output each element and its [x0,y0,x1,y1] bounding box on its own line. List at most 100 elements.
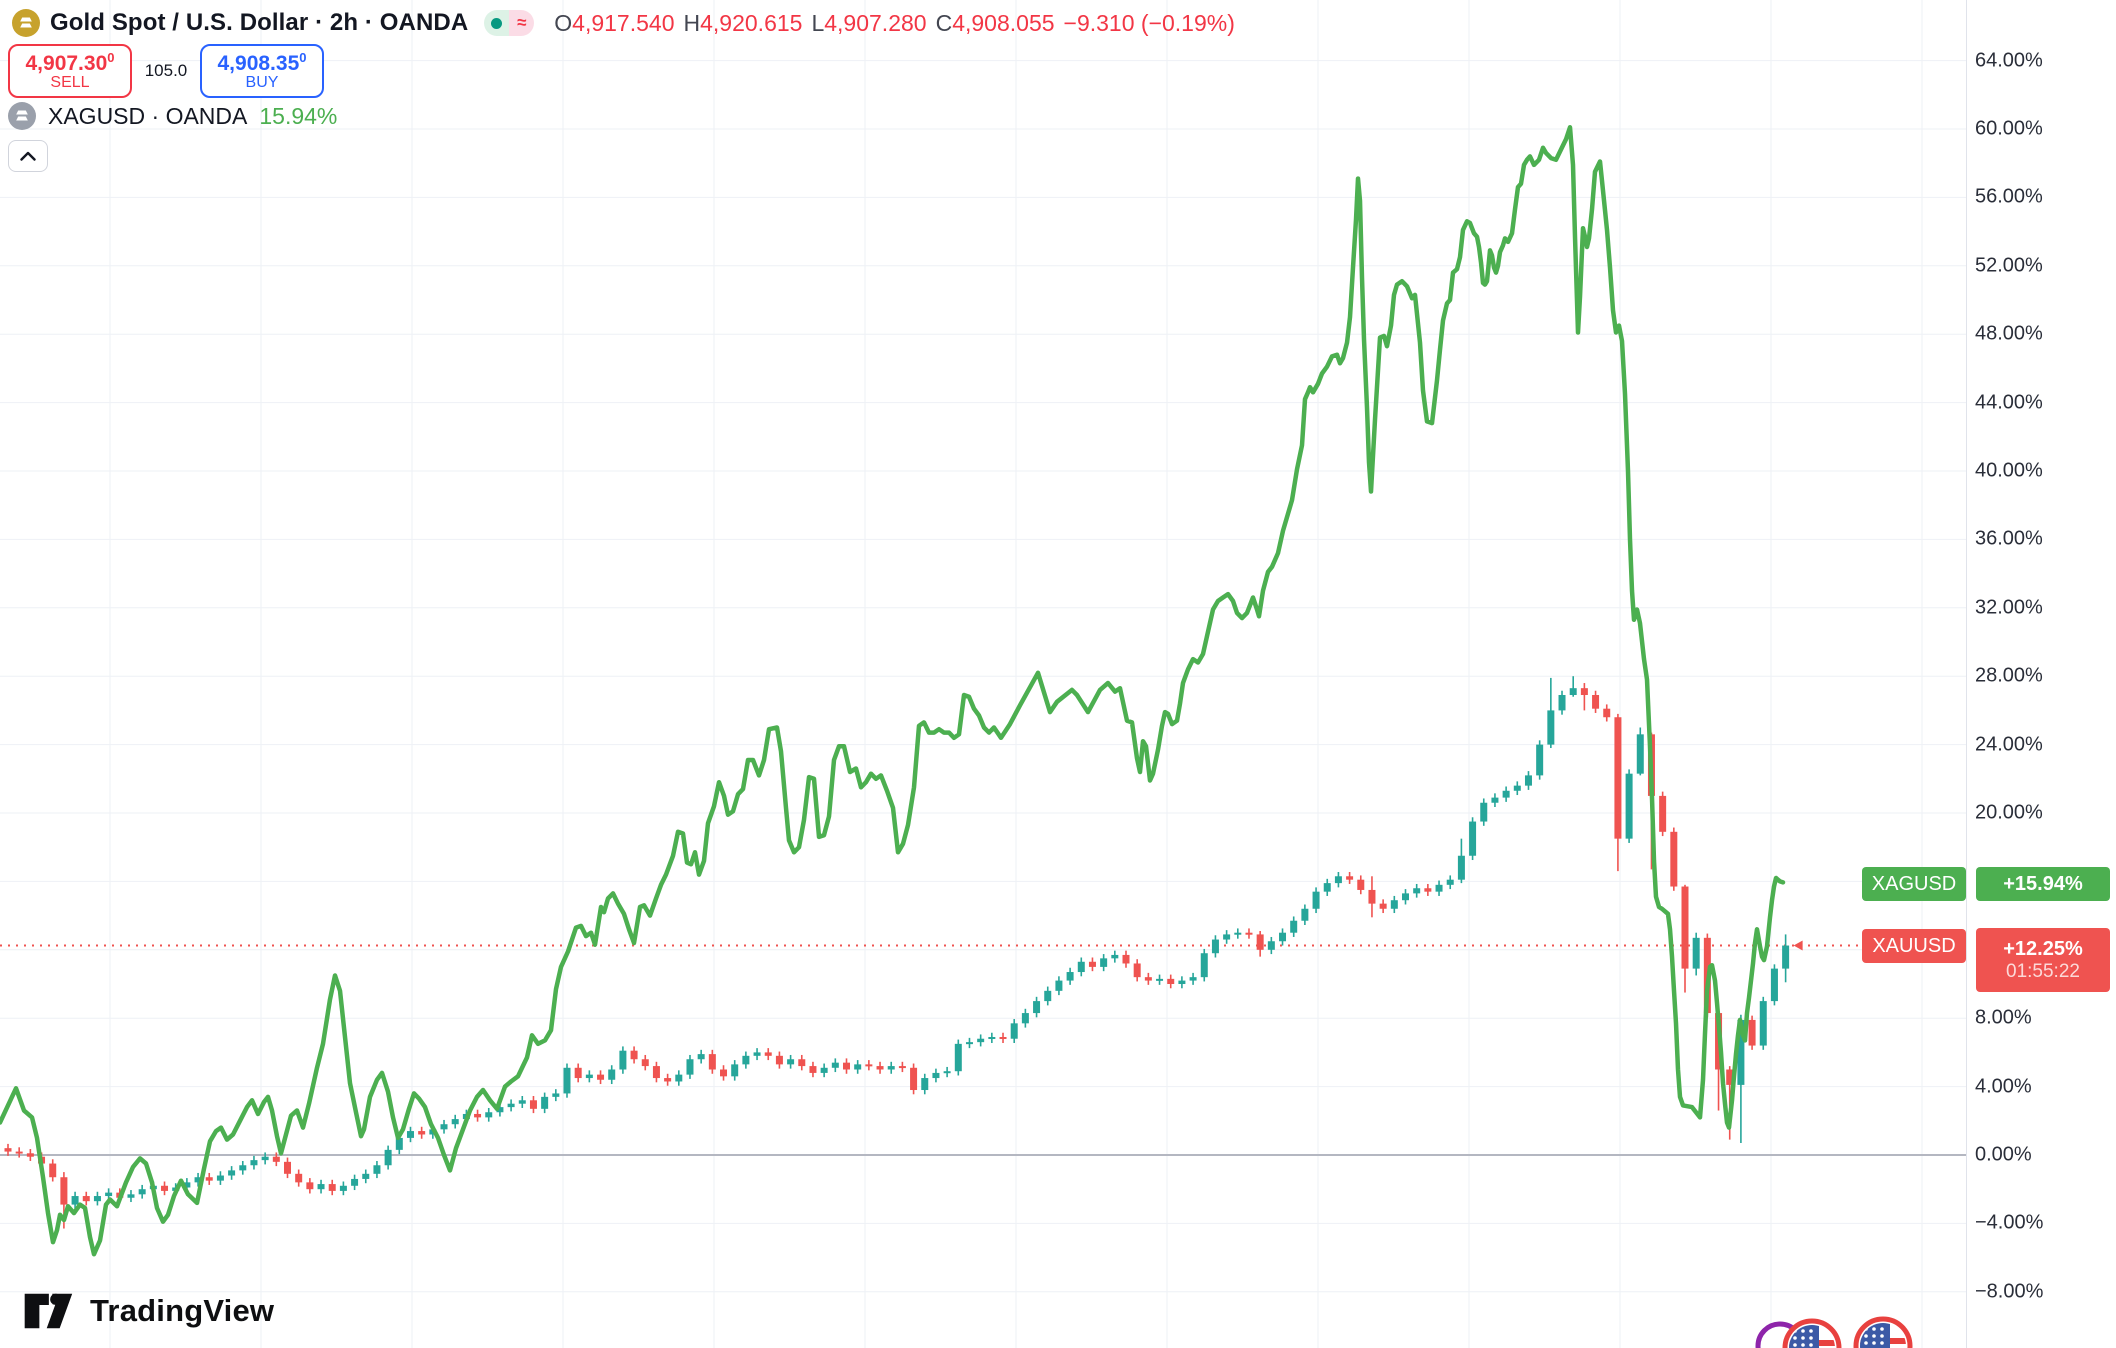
candle-body [395,1137,403,1150]
candle-body [1122,954,1130,964]
candle-body [4,1148,12,1152]
silver-coin-icon [8,102,36,130]
candle-body [1636,734,1644,774]
xauusd-series-badge[interactable]: XAUUSD [1862,929,1966,963]
price-scale-label: −4.00% [1975,1211,2044,1234]
compare-series-row[interactable]: XAGUSD · OANDA 15.94% [8,102,337,130]
candle-body [1782,945,1790,969]
candle-body [1368,889,1376,904]
price-scale-label: 64.00% [1975,49,2043,72]
candle-body [1681,886,1689,969]
xauusd-price-value: +12.25% [2003,937,2083,960]
candle-body [384,1149,392,1166]
candle-body [295,1173,303,1183]
candle-body [205,1177,213,1181]
us-flag-event-icon [1782,1318,1842,1348]
candle-body [317,1184,325,1190]
candle-body [82,1196,90,1202]
market-status-pill[interactable]: ≈ [484,10,535,36]
xauusd-price-badge[interactable]: +12.25% 01:55:22 [1976,928,2110,992]
tradingview-logo-mark-icon [24,1293,73,1329]
price-scale-label: 44.00% [1975,391,2043,414]
candle-body [351,1178,359,1186]
candle-body [1424,888,1432,892]
candle-body [1547,710,1555,745]
candle-body [664,1078,672,1082]
candle-body [1111,954,1119,959]
xagusd-compare-line [0,125,1786,1257]
candle-body [820,1067,828,1073]
candle-body [1524,775,1532,786]
price-scale-label: 20.00% [1975,801,2043,824]
candle-body [1513,785,1521,791]
candle-body [910,1067,918,1091]
candle-body [876,1066,884,1070]
delayed-data-icon: ≈ [509,10,535,36]
price-scale-label: 28.00% [1975,664,2043,687]
candle-body [764,1052,772,1056]
candle-body [418,1131,426,1135]
buy-button[interactable]: 4,908.350 BUY [200,44,324,98]
calendar-event-flag-group[interactable] [1752,1316,1862,1348]
close-label: C [935,9,953,36]
candle-body [250,1160,258,1166]
collapse-legend-button[interactable] [8,140,48,172]
price-scale-label: 0.00% [1975,1143,2032,1166]
candle-body [1592,695,1600,709]
price-scale-label: 24.00% [1975,733,2043,756]
tradingview-logo[interactable]: TradingView [22,1292,274,1330]
candle-body [753,1052,761,1056]
candle-body [1312,891,1320,909]
sell-button[interactable]: 4,907.300 SELL [8,44,132,98]
price-scale-separator [1966,0,1967,1348]
compare-change-pct: 15.94% [259,102,338,129]
candle-body [161,1185,169,1191]
candle-body [686,1059,694,1075]
high-value: 4,920.615 [700,9,803,36]
candle-body [1167,978,1175,984]
candle-body [1770,968,1778,1002]
candle-body [697,1054,705,1060]
candle-body [965,1042,973,1045]
candle-body [1267,941,1275,950]
candle-body [26,1153,34,1157]
candle-body [775,1055,783,1065]
candle-body [585,1074,593,1079]
candle-body [451,1119,459,1125]
candle-body [1256,934,1264,950]
candle-body [854,1064,862,1070]
open-label: O [554,9,573,36]
candle-body [1200,953,1208,978]
candle-body [731,1064,739,1077]
candle-body [1435,884,1443,892]
candle-body [1569,688,1577,696]
price-scale-label: 40.00% [1975,459,2043,482]
candle-body [798,1059,806,1067]
calendar-event-flag[interactable] [1850,1314,1920,1348]
candle-body [597,1074,605,1080]
candle-body [742,1055,750,1065]
candle-body [474,1113,482,1118]
candle-body [183,1182,191,1188]
candle-body [898,1066,906,1069]
candle-body [1402,893,1409,901]
last-price-arrow-icon [1793,940,1803,951]
chart-plot-area[interactable] [0,0,1966,1348]
symbol-header-row: Gold Spot / U.S. Dollar · 2h · OANDA ≈ O… [12,6,1235,40]
candle-body [1446,879,1454,885]
xagusd-price-badge[interactable]: +15.94% [1976,867,2110,901]
chevron-up-icon [20,151,36,161]
open-value: 4,917.540 [572,9,675,36]
candle-body [71,1196,79,1205]
candle-body [1748,1019,1756,1046]
candle-body [641,1059,649,1067]
candle-body [887,1066,895,1070]
candle-body [1189,977,1197,981]
xagusd-series-badge[interactable]: XAGUSD [1862,867,1966,901]
candle-body [1021,1013,1029,1024]
candle-body [496,1107,504,1113]
candle-body [1457,855,1465,880]
low-label: L [811,9,825,36]
symbol-title[interactable]: Gold Spot / U.S. Dollar · 2h · OANDA [50,9,469,36]
